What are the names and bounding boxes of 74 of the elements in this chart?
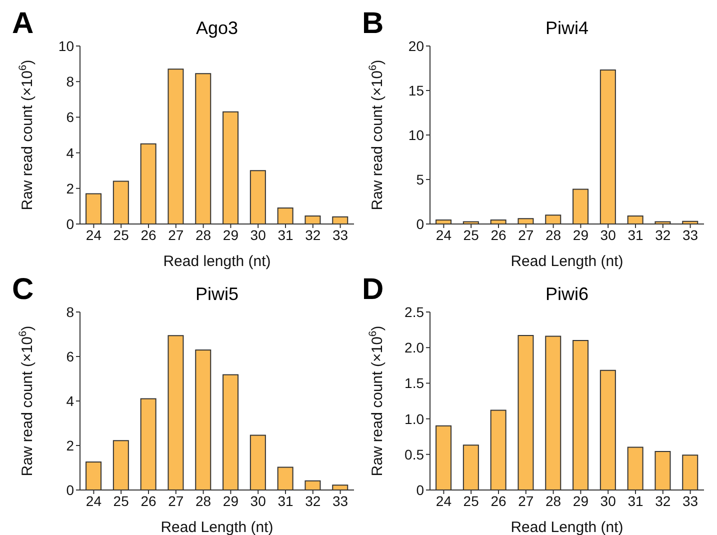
x-tick-label: 26 bbox=[490, 492, 506, 509]
x-tick-label: 30 bbox=[250, 492, 266, 509]
x-tick-label: 28 bbox=[196, 226, 212, 243]
x-tick-label: 25 bbox=[463, 492, 480, 509]
y-tick-label: 2.5 bbox=[404, 304, 424, 320]
x-tick-label: 29 bbox=[572, 492, 589, 509]
y-tick-label: 8 bbox=[66, 304, 74, 320]
x-tick-label: 24 bbox=[86, 226, 102, 243]
text: B bbox=[362, 7, 384, 40]
y-tick-label: 2 bbox=[66, 437, 74, 454]
y-tick-label: 8 bbox=[66, 74, 74, 90]
x-tick-label: 31 bbox=[278, 226, 294, 243]
x-tick-label: 26 bbox=[140, 226, 156, 243]
y-tick-label: 5 bbox=[416, 171, 424, 188]
x-tick-label: 27 bbox=[168, 492, 184, 509]
text: D bbox=[362, 273, 384, 306]
x-tick-label: 24 bbox=[436, 226, 452, 243]
x-tick-label: 32 bbox=[305, 492, 321, 509]
x-tick-label: 31 bbox=[628, 226, 644, 243]
x-tick-label: 31 bbox=[628, 492, 644, 509]
x-axis-title: Read Length (nt) bbox=[510, 253, 624, 270]
x-tick-label: 33 bbox=[332, 226, 348, 243]
x-tick-label: 32 bbox=[655, 492, 671, 509]
x-tick-label: 27 bbox=[518, 226, 534, 243]
x-tick-label: 29 bbox=[222, 492, 239, 509]
chart-title: Piwi4 bbox=[544, 18, 590, 39]
y-tick-label: 10 bbox=[58, 38, 74, 54]
y-tick-label: 6 bbox=[66, 109, 74, 126]
x-tick-label: 26 bbox=[490, 226, 506, 243]
y-tick-label: 1.5 bbox=[404, 375, 424, 392]
y-tick-label: 0 bbox=[416, 482, 424, 498]
y-tick-label: 4 bbox=[66, 144, 74, 161]
chart-title: Ago3 bbox=[194, 18, 240, 39]
x-tick-label: 25 bbox=[463, 226, 480, 243]
y-tick-label: 4 bbox=[66, 392, 74, 409]
text: C bbox=[12, 273, 34, 306]
y-tick-label: 20 bbox=[408, 38, 424, 54]
y-tick-label: 10 bbox=[408, 126, 424, 143]
text: A bbox=[12, 7, 34, 40]
x-tick-label: 25 bbox=[113, 226, 130, 243]
x-tick-label: 24 bbox=[86, 492, 102, 509]
y-tick-label: 15 bbox=[408, 82, 424, 98]
x-tick-label: 25 bbox=[113, 492, 130, 509]
x-axis-title: Read Length (nt) bbox=[160, 519, 274, 535]
x-tick-label: 32 bbox=[655, 226, 671, 243]
chart-title: Piwi6 bbox=[544, 284, 590, 305]
chart-title: Piwi5 bbox=[194, 284, 240, 305]
x-tick-label: 33 bbox=[332, 492, 348, 509]
y-tick-label: 0 bbox=[416, 216, 424, 232]
y-tick-label: 6 bbox=[66, 348, 74, 364]
x-tick-label: 33 bbox=[682, 226, 698, 243]
y-tick-label: 0 bbox=[66, 216, 74, 232]
x-axis-title: Read Length (nt) bbox=[510, 519, 624, 535]
x-tick-label: 30 bbox=[600, 226, 616, 243]
y-tick-label: 1.0 bbox=[404, 410, 424, 427]
x-tick-label: 31 bbox=[278, 492, 294, 509]
x-tick-label: 28 bbox=[546, 226, 562, 243]
y-tick-label: 0 bbox=[66, 482, 74, 498]
x-tick-label: 24 bbox=[436, 492, 452, 509]
x-tick-label: 32 bbox=[305, 226, 321, 243]
y-tick-label: 2.0 bbox=[404, 340, 424, 356]
x-tick-label: 27 bbox=[168, 226, 184, 243]
x-tick-label: 27 bbox=[518, 492, 534, 509]
x-tick-label: 30 bbox=[600, 492, 616, 509]
x-tick-label: 26 bbox=[140, 492, 156, 509]
x-axis-title: Read length (nt) bbox=[163, 253, 271, 270]
x-tick-label: 28 bbox=[196, 492, 212, 509]
x-tick-label: 30 bbox=[250, 226, 266, 243]
x-tick-label: 29 bbox=[572, 226, 589, 243]
y-tick-label: 0.5 bbox=[404, 446, 424, 462]
y-tick-label: 2 bbox=[66, 180, 74, 196]
x-tick-label: 29 bbox=[222, 226, 239, 243]
x-tick-label: 28 bbox=[546, 492, 562, 509]
x-tick-label: 33 bbox=[682, 492, 698, 509]
